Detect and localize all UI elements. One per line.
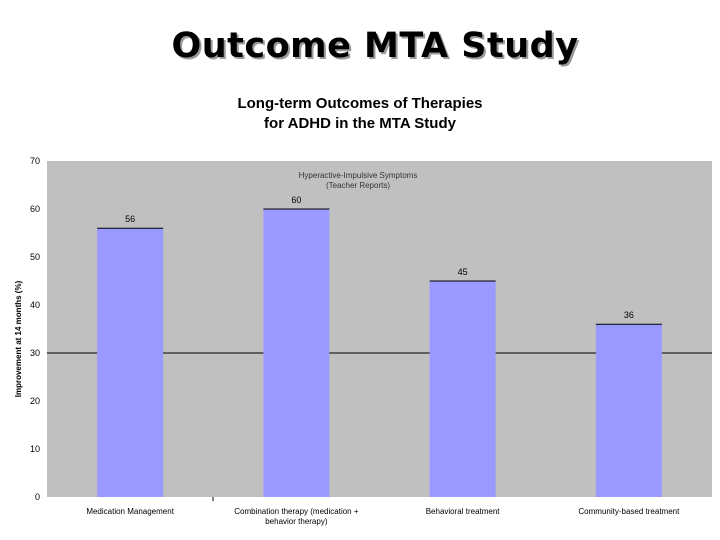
x-category-label: Community-based treatment bbox=[578, 507, 680, 516]
data-label: 56 bbox=[125, 214, 135, 224]
chart-annotation-line: Hyperactive-Impulsive Symptoms bbox=[299, 171, 418, 180]
chart-title-line-1: Long-term Outcomes of Therapies bbox=[237, 95, 483, 112]
y-tick-label: 0 bbox=[35, 492, 40, 502]
bar bbox=[429, 281, 496, 497]
y-tick-label: 40 bbox=[30, 300, 40, 310]
y-tick-label: 10 bbox=[30, 444, 40, 454]
y-tick-label: 50 bbox=[30, 252, 40, 262]
bar bbox=[263, 209, 330, 497]
slide-title: Outcome MTA Study bbox=[171, 26, 579, 66]
chart-title-line-2: for ADHD in the MTA Study bbox=[264, 115, 456, 132]
chart-title: Long-term Outcomes of Therapies for ADHD… bbox=[180, 94, 540, 134]
bar bbox=[97, 228, 164, 497]
chart-annotation-line: (Teacher Reports) bbox=[326, 181, 390, 190]
x-category-label: Behavioral treatment bbox=[426, 507, 501, 516]
y-tick-label: 30 bbox=[30, 348, 40, 358]
y-tick-label: 70 bbox=[30, 156, 40, 166]
x-category-label: behavior therapy) bbox=[265, 517, 328, 526]
data-label: 60 bbox=[291, 195, 301, 205]
data-label: 36 bbox=[624, 310, 634, 320]
x-category-label: Medication Management bbox=[86, 507, 174, 516]
x-category-label: Combination therapy (medication + bbox=[234, 507, 359, 516]
y-tick-label: 60 bbox=[30, 204, 40, 214]
y-axis-label: Improvement at 14 months (%) bbox=[14, 280, 23, 397]
y-tick-label: 20 bbox=[30, 396, 40, 406]
bar bbox=[595, 324, 662, 497]
data-label: 45 bbox=[458, 267, 468, 277]
